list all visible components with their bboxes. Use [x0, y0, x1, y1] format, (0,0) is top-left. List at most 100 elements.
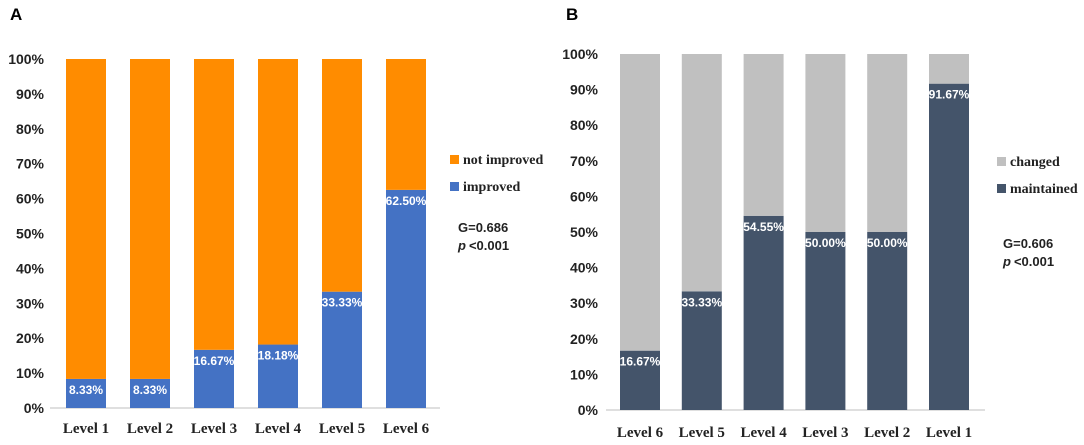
panel-b-x-tick-label: Level 2: [864, 425, 910, 441]
panel-b-y-tick-label: 10%: [570, 366, 599, 382]
panel-b-x-tick-label: Level 5: [679, 425, 725, 441]
panel-b-bar-maintained-1: [620, 350, 660, 410]
legend-swatch-not-improved: [450, 155, 459, 164]
panel-b: B 0% 10% 20% 30% 40% 50% 60% 70% 80% 90% 100% 16.6…: [562, 5, 1078, 441]
panel-a-y-tick-label: 100%: [8, 51, 44, 67]
panel-a-x-tick-label: Level 3: [191, 421, 237, 437]
panel-b-statistics: G=0.606 p <0.001: [1002, 236, 1054, 269]
panel-b-bar-maintained-2: [681, 291, 722, 410]
panel-b-bars: 16.67% 33.33% 54.55% 50.00% 50.00% 91.67%: [620, 54, 970, 411]
panel-b-data-label: 16.67%: [620, 355, 661, 369]
panel-b-y-tick-label: 40%: [570, 260, 599, 276]
panel-a-bar-improved-3: [194, 349, 234, 408]
panel-b-bar-maintained-4: [805, 232, 846, 410]
legend-swatch-maintained: [997, 184, 1006, 193]
panel-b-bar-changed-6: [929, 54, 969, 84]
panel-b-bar-changed-2: [681, 54, 722, 292]
panel-b-bar-maintained-6: [929, 83, 969, 411]
legend-swatch-changed: [997, 157, 1006, 166]
panel-b-bar-maintained-3: [743, 215, 784, 410]
panel-a-letter: A: [10, 5, 22, 24]
panel-a-y-tick-label: 50%: [16, 226, 45, 242]
panel-a-y-tick-label: 60%: [16, 191, 45, 207]
panel-b-bar-maintained-5: [867, 232, 908, 410]
panel-b-y-tick-label: 60%: [570, 188, 599, 204]
panel-b-y-tick-label: 30%: [570, 295, 599, 311]
legend-label-maintained: maintained: [1010, 182, 1078, 197]
panel-a-bar-improved-1: [66, 378, 106, 408]
panel-b-y-axis: 0% 10% 20% 30% 40% 50% 60% 70% 80% 90% 100%: [562, 46, 598, 418]
panel-a-bars: 8.33% 8.33% 16.67% 18.18% 33.33% 62.50%: [66, 59, 427, 408]
panel-b-letter: B: [566, 5, 578, 24]
panel-b-p-value: p <0.001: [1002, 254, 1054, 269]
panel-b-legend: changed maintained: [997, 155, 1078, 197]
panel-a-data-label: 16.67%: [194, 354, 235, 368]
panel-b-y-tick-label: 100%: [562, 46, 598, 62]
panel-b-y-tick-label: 0%: [578, 402, 599, 418]
panel-b-y-tick-label: 70%: [570, 153, 599, 169]
panel-b-p-number: <0.001: [1014, 254, 1054, 269]
panel-b-data-label: 33.33%: [681, 295, 722, 309]
panel-a-x-tick-label: Level 5: [319, 421, 365, 437]
legend-label-improved: improved: [463, 180, 521, 195]
panel-a-bar-improved-6: [386, 189, 426, 408]
panel-b-bar-changed-3: [743, 54, 784, 216]
panel-a-statistics: G=0.686 p <0.001: [457, 220, 509, 253]
panel-a-x-tick-label: Level 2: [127, 421, 173, 437]
panel-a-p-value: p <0.001: [457, 238, 509, 253]
panel-b-x-axis: Level 6 Level 5 Level 4 Level 3 Level 2 Level…: [617, 425, 972, 441]
panel-b-bar-changed-1: [620, 54, 660, 351]
panel-a-bar-improved-4: [258, 344, 298, 408]
panel-b-data-label: 50.00%: [805, 236, 846, 250]
panel-b-data-label: 50.00%: [867, 236, 908, 250]
panel-a-y-tick-label: 80%: [16, 121, 45, 137]
panel-a-bar-not-improved-6: [386, 59, 426, 190]
panel-a-x-tick-label: Level 1: [63, 421, 109, 437]
panel-a-y-tick-label: 40%: [16, 260, 45, 276]
panel-a-y-tick-label: 0%: [24, 400, 45, 416]
legend-label-not-improved: not improved: [463, 153, 543, 168]
panel-a-bar-improved-2: [130, 378, 170, 408]
panel-b-x-tick-label: Level 4: [740, 425, 787, 441]
panel-b-y-tick-label: 50%: [570, 224, 599, 240]
panel-b-bar-changed-4: [805, 54, 846, 232]
panel-a-g-statistic: G=0.686: [458, 220, 508, 235]
panel-b-bar-changed-5: [867, 54, 908, 232]
panel-a-bar-not-improved-2: [130, 59, 170, 379]
panel-a-x-tick-label: Level 6: [383, 421, 430, 437]
panel-b-x-tick-label: Level 6: [617, 425, 664, 441]
panel-b-g-statistic: G=0.606: [1003, 236, 1053, 251]
panel-a-bar-not-improved-5: [322, 59, 362, 292]
legend-swatch-improved: [450, 182, 459, 191]
panel-a-y-tick-label: 70%: [16, 156, 45, 172]
panel-a-data-label: 62.50%: [386, 194, 427, 208]
panel-a-y-tick-label: 20%: [16, 330, 45, 346]
panel-a-bar-not-improved-1: [66, 59, 106, 379]
panel-a-p-symbol: p: [457, 238, 466, 253]
panel-a-data-label: 8.33%: [133, 383, 167, 397]
panel-b-y-tick-label: 90%: [570, 82, 599, 98]
panel-a-y-tick-label: 90%: [16, 86, 45, 102]
panel-a-x-tick-label: Level 4: [255, 421, 302, 437]
panel-b-y-tick-label: 80%: [570, 117, 599, 133]
panel-a-bar-not-improved-4: [258, 59, 298, 345]
panel-a-legend: not improved improved: [450, 153, 543, 195]
panel-b-y-tick-label: 20%: [570, 331, 599, 347]
panel-a-data-label: 8.33%: [69, 383, 103, 397]
panel-a-y-axis: 0% 10% 20% 30% 40% 50% 60% 70% 80% 90% 100%: [8, 51, 44, 416]
panel-a-y-tick-label: 30%: [16, 295, 45, 311]
panel-a-y-tick-label: 10%: [16, 365, 45, 381]
panel-b-p-symbol: p: [1002, 254, 1011, 269]
panel-a-bar-improved-5: [322, 291, 362, 408]
panel-b-data-label: 91.67%: [929, 88, 970, 102]
panel-a: A 0% 10% 20% 30% 40% 50% 60% 70% 80% 90% 100% 8.33…: [8, 5, 543, 437]
panel-a-data-label: 33.33%: [322, 296, 363, 310]
panel-b-x-tick-label: Level 3: [802, 425, 848, 441]
panel-a-p-number: <0.001: [469, 238, 509, 253]
panel-b-data-label: 54.55%: [743, 220, 784, 234]
panel-a-bar-not-improved-3: [194, 59, 234, 350]
panel-a-x-axis: Level 1 Level 2 Level 3 Level 4 Level 5 Level…: [63, 421, 430, 437]
panel-b-x-tick-label: Level 1: [926, 425, 972, 441]
panel-a-data-label: 18.18%: [258, 349, 299, 363]
